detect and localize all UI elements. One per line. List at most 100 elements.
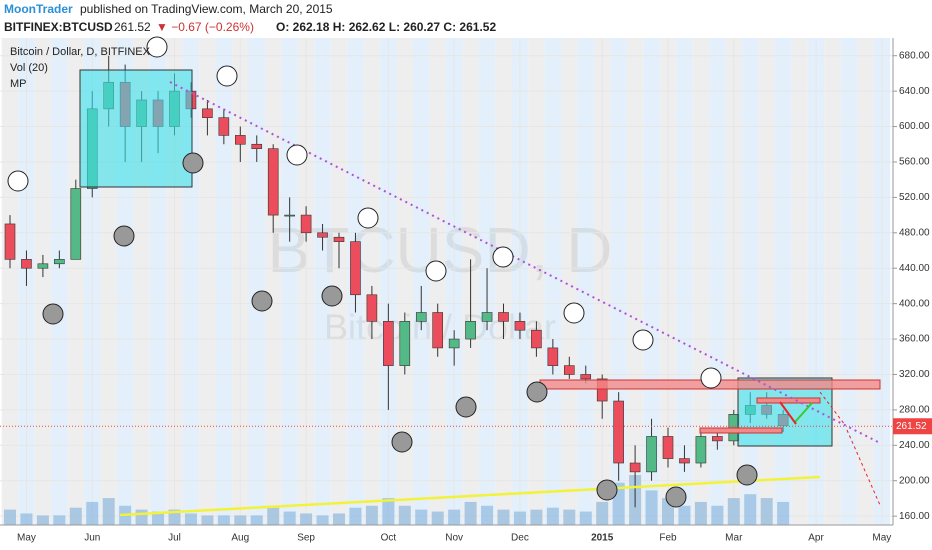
- volume-bar: [86, 501, 99, 525]
- volume-bar: [300, 513, 313, 525]
- x-tick-label: May: [17, 533, 36, 544]
- candle-body: [350, 241, 361, 296]
- circle: [391, 431, 413, 453]
- zone: [756, 397, 821, 404]
- week-band: [643, 38, 660, 525]
- volume-bar: [316, 515, 329, 525]
- circle: [632, 329, 654, 351]
- week-band: [396, 38, 414, 525]
- circle: [526, 381, 548, 403]
- volume-bar: [69, 507, 82, 525]
- circle: [596, 479, 618, 501]
- candle-body: [54, 259, 65, 265]
- arrow: [819, 391, 846, 426]
- x-tick-label: Dec: [511, 533, 529, 544]
- y-tick-label: 360.00: [899, 334, 930, 345]
- volume-bar: [464, 501, 477, 525]
- x-tick-label: Apr: [808, 533, 824, 544]
- x-tick-label: Mar: [725, 533, 743, 544]
- volume-bar: [184, 513, 197, 525]
- ohlc: O: 262.18 H: 262.62 L: 260.27 C: 261.52: [276, 20, 496, 34]
- circle: [455, 396, 477, 418]
- volume-bar: [744, 494, 757, 525]
- zone: [699, 427, 783, 434]
- volume-bar: [102, 498, 115, 525]
- week-band: [199, 38, 216, 525]
- last-price-box: [893, 418, 932, 435]
- x-tick-label: 2015: [591, 533, 614, 544]
- volume-bar: [777, 501, 790, 525]
- x-tick-label: May: [872, 533, 891, 544]
- week-band: [215, 38, 233, 525]
- week-band: [824, 38, 841, 525]
- candle-body: [317, 232, 328, 238]
- week-band: [577, 38, 594, 525]
- volume-bar: [152, 511, 165, 525]
- y-tick-label: 640.00: [899, 86, 930, 97]
- volume-bar: [53, 515, 66, 525]
- candle-body: [712, 436, 723, 442]
- circle: [42, 303, 64, 325]
- volume-bar: [20, 513, 33, 525]
- arrow: [846, 429, 881, 506]
- candle-body: [202, 108, 213, 118]
- volume-bar: [497, 509, 510, 525]
- week-band: [1, 38, 19, 525]
- volume-bar: [563, 509, 576, 525]
- published: published on TradingView.com, March 20, …: [80, 2, 333, 16]
- week-band: [626, 38, 644, 525]
- candle-body: [251, 143, 263, 149]
- change: ▼ −0.67 (−0.26%): [156, 20, 254, 34]
- volume-bar: [678, 505, 691, 525]
- volume-bar: [481, 505, 494, 525]
- trend-line: [119, 475, 821, 517]
- circle: [113, 225, 135, 247]
- x-tick-label: Jul: [168, 533, 181, 544]
- circle: [357, 207, 379, 229]
- week-band: [528, 38, 545, 525]
- trend-line: [169, 81, 881, 444]
- week-band: [857, 38, 874, 525]
- candle-body: [563, 365, 575, 375]
- volume-bar: [398, 505, 411, 525]
- y-tick-label: 320.00: [899, 369, 930, 380]
- candle-body: [284, 214, 295, 217]
- candle-body: [679, 458, 690, 464]
- volume-bar: [234, 515, 247, 525]
- arrow: [779, 401, 797, 425]
- symbol: BITFINEX:BTCUSD: [4, 20, 113, 34]
- candle-body: [646, 436, 657, 473]
- y-tick-label: 280.00: [899, 405, 930, 416]
- x-tick-label: Sep: [297, 533, 315, 544]
- volume-bar: [530, 509, 543, 525]
- candle-body: [4, 223, 16, 260]
- box: [79, 69, 193, 188]
- week-band: [34, 38, 52, 525]
- volume-bar: [382, 498, 395, 525]
- candle-body: [267, 148, 279, 216]
- volume-bar: [283, 511, 296, 525]
- price: 261.52: [114, 20, 151, 34]
- week-band: [429, 38, 446, 525]
- arrow: [794, 402, 813, 423]
- week-band: [495, 38, 512, 525]
- circle: [425, 260, 447, 282]
- week-band: [758, 38, 775, 525]
- volume-bar: [694, 501, 707, 525]
- y-tick-label: 160.00: [899, 511, 930, 522]
- candle-body: [333, 236, 345, 242]
- y-tick-label: 600.00: [899, 121, 930, 132]
- candle-body: [531, 329, 542, 349]
- x-tick-label: Jun: [84, 533, 100, 544]
- legend-entry: MP: [10, 78, 27, 90]
- volume-bar: [267, 507, 280, 525]
- volume-bar: [513, 511, 526, 525]
- week-band: [742, 38, 759, 525]
- volume-bar: [760, 498, 773, 525]
- week-band: [774, 38, 792, 525]
- circle: [736, 464, 758, 486]
- volume-bar: [415, 509, 428, 525]
- week-band: [363, 38, 381, 525]
- volume-bar: [431, 511, 444, 525]
- circle: [182, 152, 204, 174]
